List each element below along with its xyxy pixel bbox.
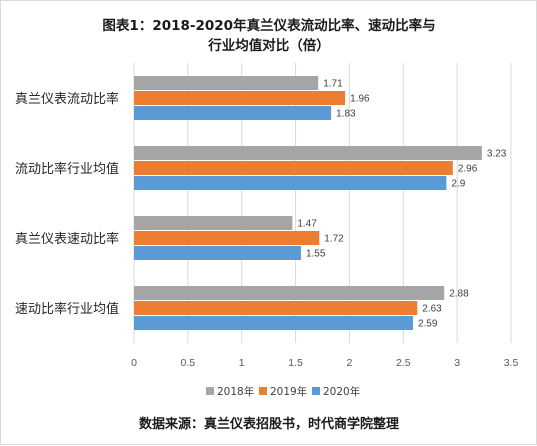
data-label: 1.96 (350, 94, 370, 105)
data-labels: 1.71 1.96 1.83 3.23 2.96 2.9 1.47 1.72 1.55 2.88 2… (297, 79, 506, 330)
x-tick-label: 1 (239, 357, 245, 369)
bar (134, 301, 418, 315)
data-label: 2.63 (422, 304, 442, 315)
data-label: 1.47 (297, 219, 317, 230)
data-label: 2.9 (451, 179, 465, 190)
legend-label: 2020年 (323, 385, 360, 398)
data-label: 1.72 (324, 234, 344, 245)
bar (134, 106, 332, 120)
category-label: 真兰仪表速动比率 (15, 231, 119, 247)
legend-swatch (312, 387, 320, 395)
data-label: 2.59 (418, 319, 438, 330)
x-tick-label: 3.5 (504, 357, 519, 369)
bar (134, 161, 453, 175)
chart-title-line-1: 图表1：2018-2020年真兰仪表流动比率、速动比率与 (102, 17, 435, 34)
data-label: 1.71 (323, 79, 343, 90)
bar (134, 91, 346, 105)
x-tick-label: 2.5 (396, 357, 411, 369)
legend-swatch (259, 387, 267, 395)
data-label: 1.55 (306, 249, 326, 260)
bar (134, 246, 301, 260)
x-tick-label: 0 (131, 357, 137, 369)
x-tick-label: 3 (454, 357, 460, 369)
x-axis-ticks: 0 0.5 1 1.5 2 2.5 3 3.5 (131, 357, 518, 369)
data-label: 2.96 (458, 164, 478, 175)
category-label: 流动比率行业均值 (15, 161, 119, 177)
bar (134, 316, 413, 330)
data-label: 2.88 (449, 289, 469, 300)
data-label: 1.83 (336, 109, 356, 120)
legend: 2018年 2019年 2020年 (206, 385, 360, 398)
chart-title-line-2: 行业均值对比（倍） (207, 37, 330, 54)
bar (134, 76, 319, 90)
x-tick-label: 0.5 (181, 357, 196, 369)
legend-swatch (206, 387, 214, 395)
bar (134, 216, 293, 230)
category-label: 真兰仪表流动比率 (15, 91, 119, 107)
data-label: 3.23 (487, 149, 507, 160)
bars (134, 76, 482, 330)
legend-label: 2018年 (217, 385, 254, 398)
bar (134, 286, 445, 300)
bar (134, 176, 447, 190)
x-tick-label: 1.5 (288, 357, 303, 369)
category-label: 速动比率行业均值 (15, 301, 119, 317)
legend-label: 2019年 (270, 385, 307, 398)
bar (134, 231, 320, 245)
x-tick-label: 2 (347, 357, 353, 369)
bar (134, 146, 482, 160)
source-note: 数据来源：真兰仪表招股书，时代商学院整理 (139, 416, 399, 432)
